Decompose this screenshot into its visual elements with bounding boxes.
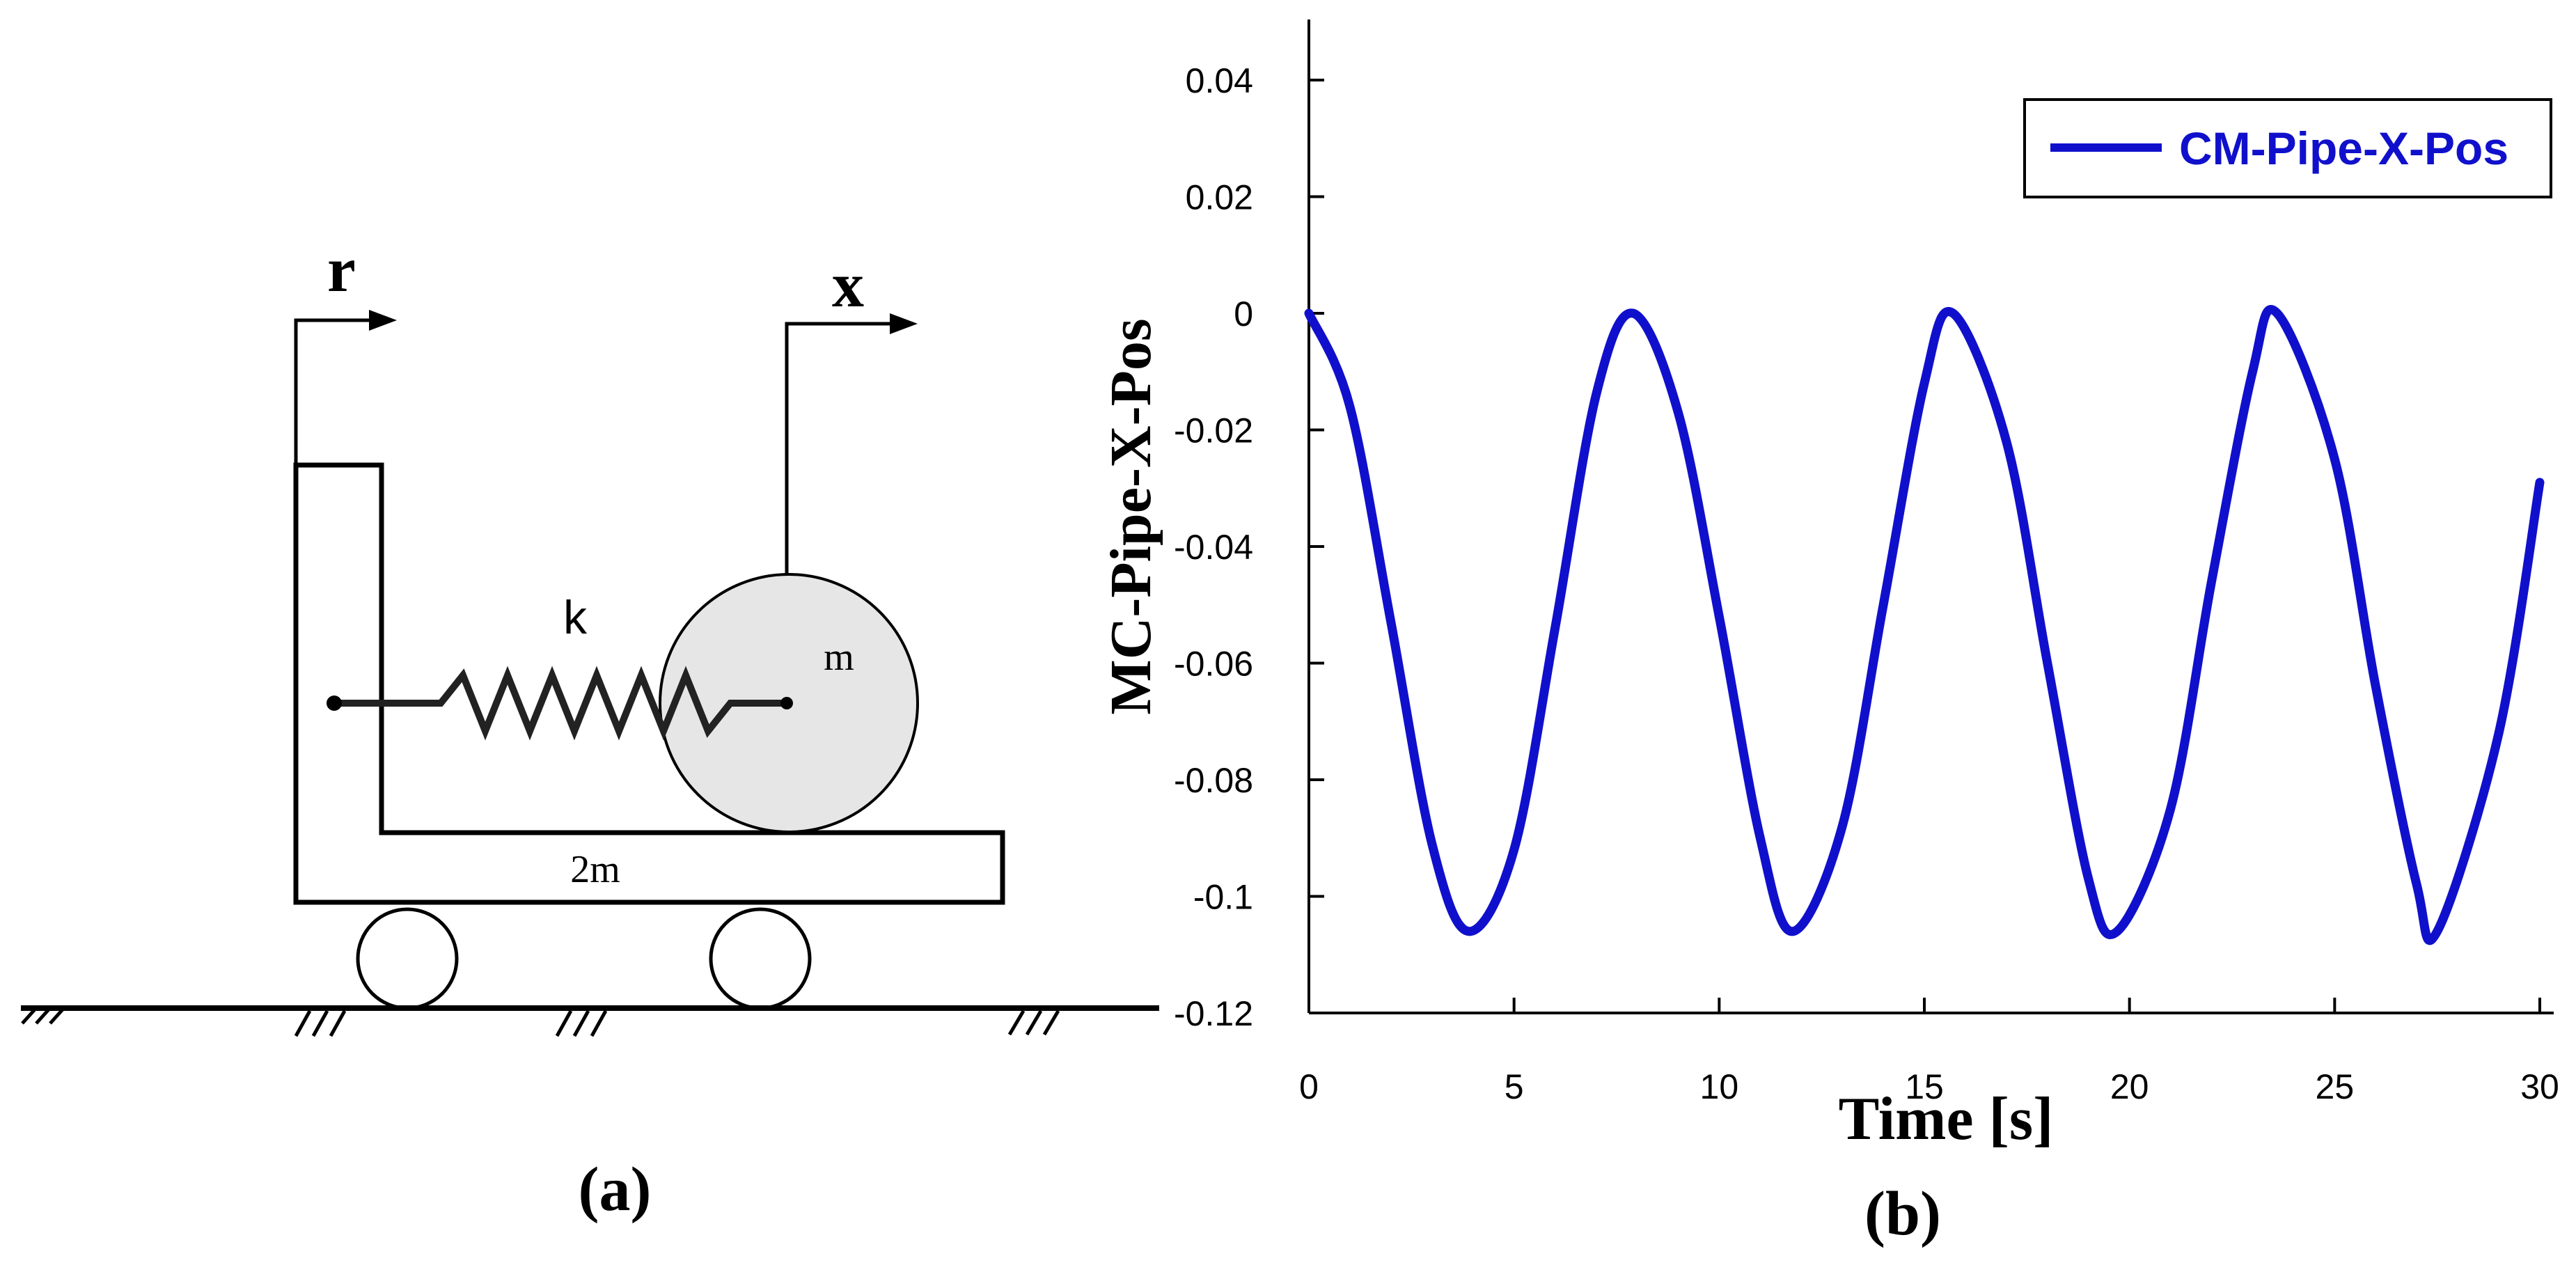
x-arrow-head (890, 313, 918, 334)
y-tick-label: 0.02 (1186, 178, 1253, 217)
line-chart: 0.04 0.02 0 -0.02 -0.04 -0.06 -0.08 -0.1 -0.12 0… (1099, 19, 2559, 1248)
y-tick-label: -0.12 (1174, 994, 1253, 1033)
r-arrow-head (369, 310, 397, 331)
y-tick-label: -0.1 (1193, 878, 1253, 917)
mechanical-diagram (21, 310, 1159, 1037)
x-tick-label: 15 (1905, 1067, 1944, 1106)
caption-a: (a) (579, 1155, 652, 1224)
legend: CM-Pipe-X-Pos (2023, 98, 2552, 198)
y-tick-label: -0.04 (1174, 528, 1253, 567)
label-x: x (832, 249, 864, 320)
spring-anchor-dot (327, 696, 342, 711)
wheel-right (709, 907, 812, 1010)
y-tick-label: -0.06 (1174, 645, 1253, 684)
label-r: r (327, 234, 356, 305)
y-tick-label: -0.08 (1174, 761, 1253, 800)
y-tick-label: 0 (1234, 294, 1253, 333)
label-k: k (563, 591, 588, 644)
y-axis-label: MC-Pipe-X-Pos (1099, 318, 1163, 714)
y-tick-label: 0.04 (1186, 61, 1253, 100)
ground-hatch (21, 1008, 1060, 1037)
y-tick-label: -0.02 (1174, 411, 1253, 450)
label-m: m (824, 636, 854, 679)
x-axis-label: Time [s] (1839, 1085, 2054, 1153)
x-ticks: 0 5 10 15 20 25 30 (1299, 998, 2559, 1106)
x-tick-label: 0 (1299, 1067, 1319, 1106)
x-tick-label: 20 (2110, 1067, 2149, 1106)
legend-label: CM-Pipe-X-Pos (2179, 123, 2508, 174)
spring (334, 666, 787, 741)
wheel-left (356, 907, 459, 1010)
mass-center-dot (780, 697, 793, 709)
x-tick-label: 10 (1700, 1067, 1739, 1106)
x-tick-label: 30 (2520, 1067, 2559, 1106)
series-line-cm-pipe-x-pos (1304, 305, 2545, 945)
label-2m: 2m (570, 848, 620, 891)
x-tick-label: 25 (2316, 1067, 2355, 1106)
x-tick-label: 5 (1505, 1067, 1524, 1106)
y-ticks: 0.04 0.02 0 -0.02 -0.04 -0.06 -0.08 -0.1 -0.12 (1174, 61, 1324, 1033)
cart-body (293, 462, 1005, 905)
caption-b: (b) (1864, 1179, 1941, 1248)
r-arrow-line (294, 318, 376, 465)
